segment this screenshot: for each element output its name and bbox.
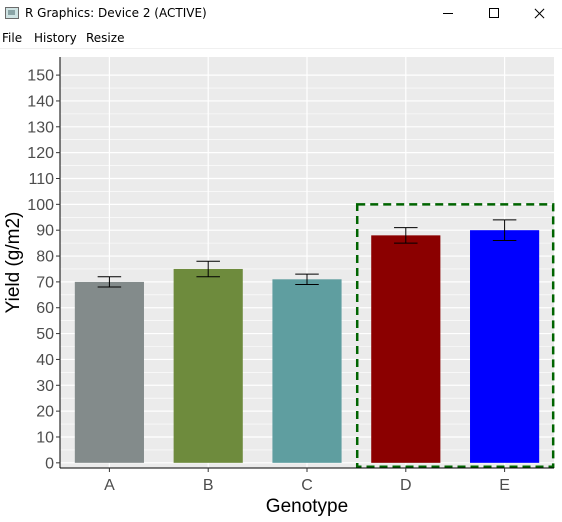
x-axis-title: Genotype <box>266 496 348 517</box>
bar-d <box>371 235 441 463</box>
y-tick-label: 50 <box>36 326 54 343</box>
y-tick-label: 100 <box>27 197 54 214</box>
menu-file[interactable]: File <box>2 31 23 45</box>
y-tick-label: 60 <box>36 300 54 317</box>
y-tick-label: 90 <box>36 223 54 240</box>
r-graphics-app-icon <box>5 7 19 19</box>
bar-e <box>470 230 540 463</box>
x-tick-label-b: B <box>203 477 214 494</box>
y-tick-label: 110 <box>28 171 54 188</box>
plot-area: 0 10 20 30 40 50 60 70 80 90 100 110 120 130 140 150 A B C… <box>0 50 562 517</box>
menu-history[interactable]: History <box>34 31 77 45</box>
x-tick-label-c: C <box>301 477 313 494</box>
y-tick-label: 40 <box>36 352 54 369</box>
bar-c <box>272 279 342 463</box>
y-tick-label: 140 <box>27 93 54 110</box>
y-tick-label: 10 <box>36 429 54 446</box>
y-tick-label: 20 <box>36 404 54 421</box>
bar-chart: 0 10 20 30 40 50 60 70 80 90 100 110 120 130 140 150 A B C… <box>3 57 555 517</box>
close-button[interactable] <box>517 0 562 28</box>
y-axis-title: Yield (g/m2) <box>3 212 24 314</box>
window-titlebar: R Graphics: Device 2 (ACTIVE) <box>0 0 562 28</box>
bar-a <box>74 281 144 463</box>
x-tick-label-e: E <box>499 477 510 494</box>
menu-bar: File History Resize <box>0 28 562 49</box>
y-tick-label: 150 <box>27 68 54 85</box>
bar-b <box>173 268 243 463</box>
y-tick-label: 0 <box>45 455 54 472</box>
highlight-dashed-box <box>355 203 555 468</box>
maximize-button[interactable] <box>471 0 517 28</box>
x-tick-label-a: A <box>104 477 115 494</box>
window-title: R Graphics: Device 2 (ACTIVE) <box>25 6 207 20</box>
menu-resize[interactable]: Resize <box>86 31 125 45</box>
y-tick-label: 30 <box>36 378 54 395</box>
x-tick-label-d: D <box>400 477 412 494</box>
y-tick-label: 70 <box>36 274 54 291</box>
minimize-button[interactable] <box>425 0 471 28</box>
y-tick-label: 120 <box>27 145 54 162</box>
y-tick-label: 80 <box>36 249 54 266</box>
y-tick-label: 130 <box>27 119 54 136</box>
